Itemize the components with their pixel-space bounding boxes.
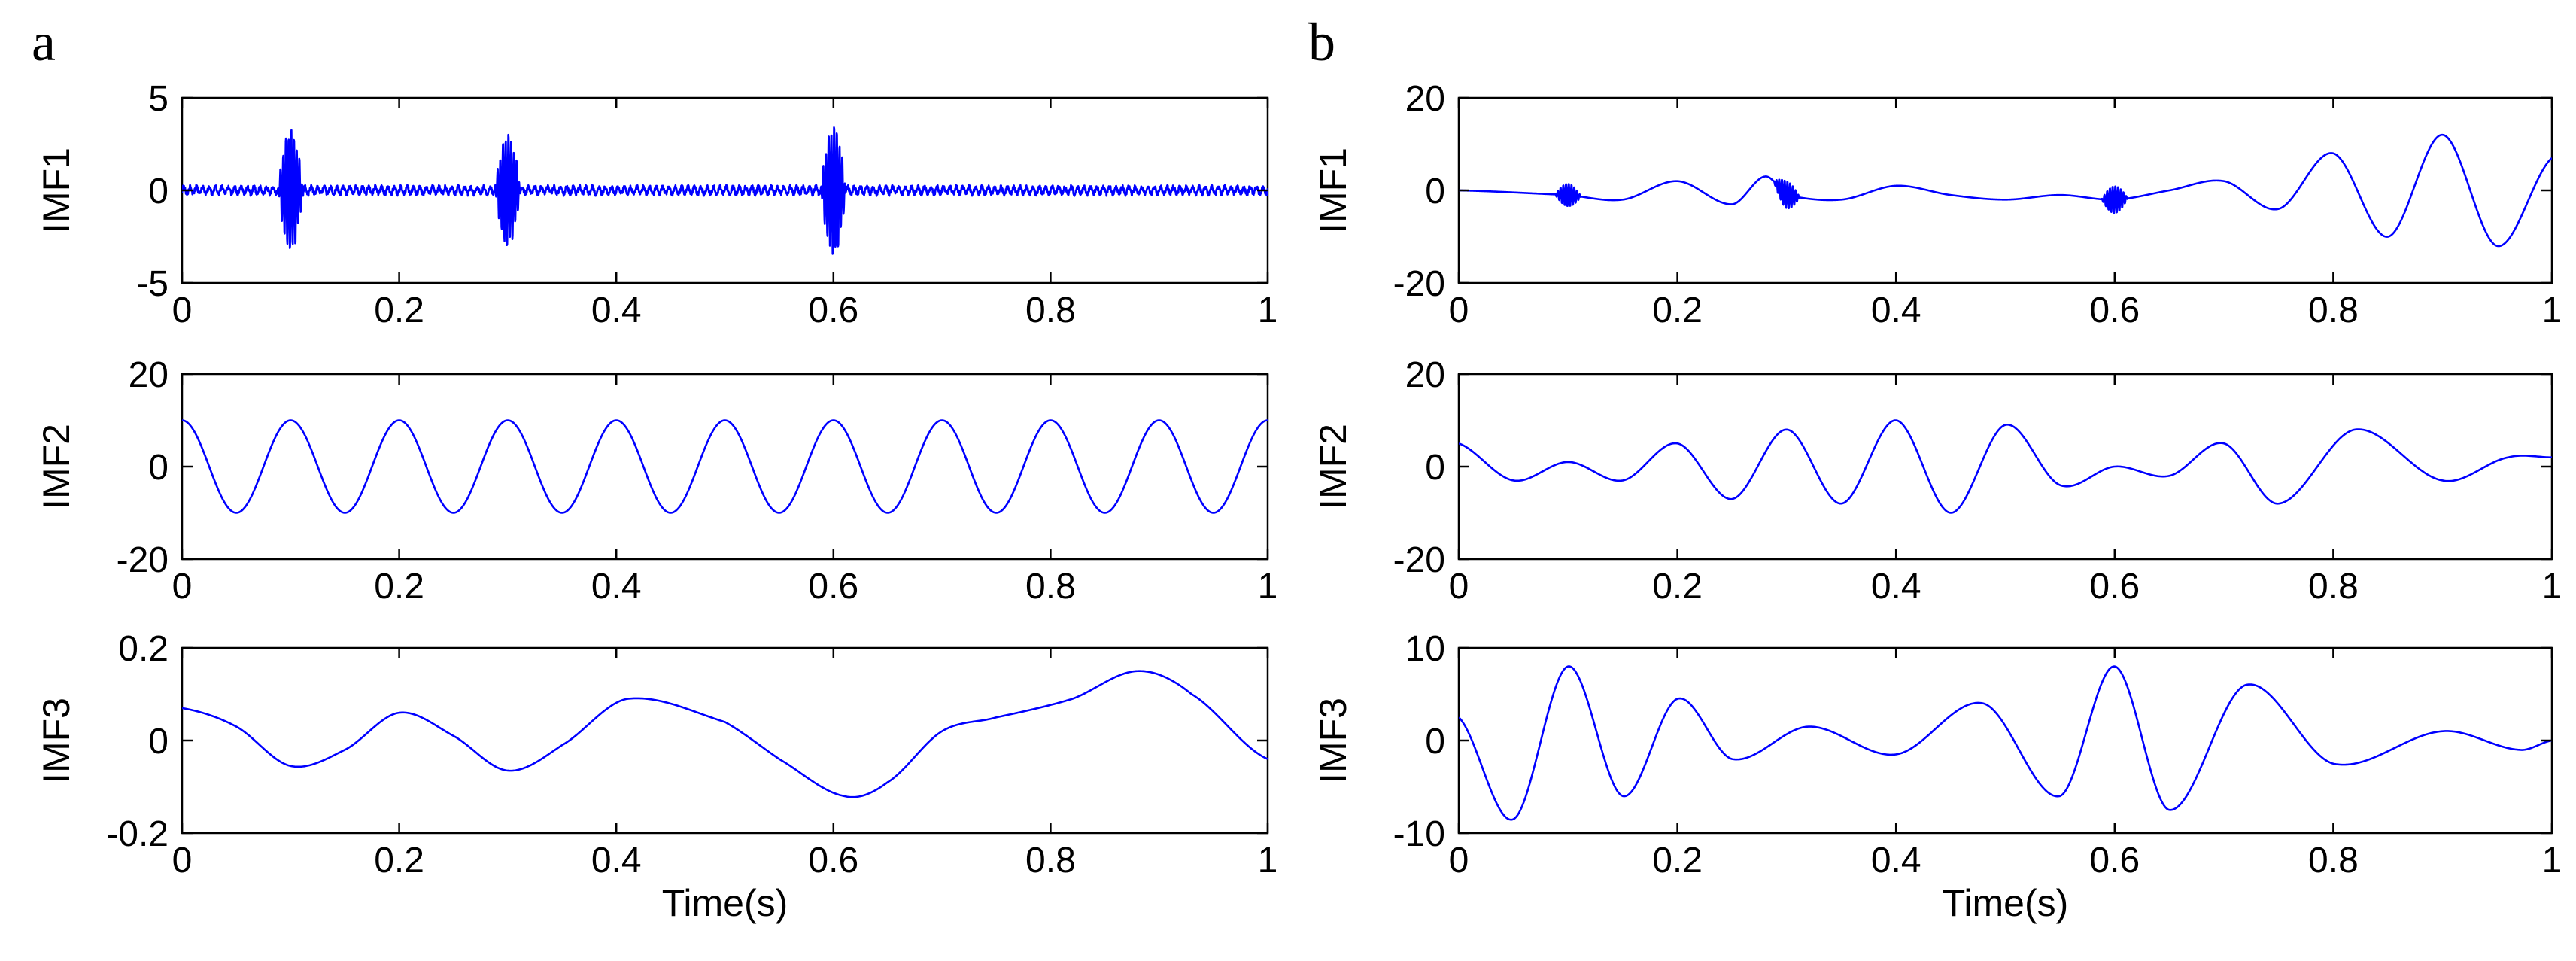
- plot-frame: [1457, 96, 2553, 284]
- x-tick-label: 0.6: [2089, 841, 2140, 880]
- y-tick-label: -20: [1393, 540, 1445, 580]
- y-tick-label: 10: [1405, 629, 1445, 669]
- x-tick-label: 0.4: [591, 567, 642, 607]
- plot-frame: [1457, 646, 2553, 835]
- x-tick-label: 1: [2542, 841, 2562, 880]
- y-tick-label: 0: [1425, 722, 1445, 762]
- x-tick-label: 0.4: [1871, 290, 1921, 330]
- x-tick-label: 0.2: [1652, 567, 1703, 607]
- x-tick-label: 0.2: [1652, 290, 1703, 330]
- x-tick-label: 0.4: [1871, 841, 1921, 880]
- x-tick-label: 0.2: [374, 290, 424, 330]
- x-axis-label: Time(s): [662, 882, 788, 924]
- series-line-imf3: [1459, 665, 2552, 821]
- x-tick-label: 0.6: [2089, 290, 2140, 330]
- series-line-imf2: [182, 419, 1268, 514]
- x-tick-label: 0.8: [2308, 290, 2359, 330]
- x-tick-label: 0: [1449, 290, 1469, 330]
- plot-frame: [1457, 373, 2553, 561]
- x-tick-label: 0: [172, 841, 193, 880]
- y-tick-label: -0.2: [106, 814, 169, 854]
- y-axis-label: IMF1: [1312, 147, 1354, 233]
- y-tick-label: 0: [148, 172, 169, 211]
- y-tick-label: -10: [1393, 814, 1445, 854]
- y-tick-label: 0: [148, 448, 169, 488]
- x-tick-label: 0.6: [2089, 567, 2140, 607]
- x-tick-label: 0.4: [591, 841, 642, 880]
- x-tick-label: 0.4: [1871, 567, 1921, 607]
- x-tick-label: 1: [2542, 290, 2562, 330]
- x-tick-label: 0.2: [374, 841, 424, 880]
- y-axis-label: IMF3: [35, 698, 77, 783]
- x-tick-label: 0.2: [374, 567, 424, 607]
- y-tick-label: 5: [148, 79, 169, 119]
- y-tick-label: 0: [148, 722, 169, 762]
- y-tick-label: 0.2: [118, 629, 169, 669]
- x-tick-label: 0.8: [1025, 567, 1076, 607]
- x-tick-label: 0.8: [2308, 841, 2359, 880]
- x-tick-label: 1: [1258, 841, 1278, 880]
- x-axis-label: Time(s): [1943, 882, 2069, 924]
- y-tick-label: 20: [1405, 79, 1445, 119]
- series-line-imf1: [1459, 133, 2552, 248]
- y-tick-label: 20: [1405, 355, 1445, 395]
- y-tick-label: -20: [1393, 264, 1445, 304]
- x-tick-label: 0: [1449, 841, 1469, 880]
- x-tick-label: 0: [172, 567, 193, 607]
- y-tick-label: 20: [129, 355, 169, 395]
- x-tick-label: 0: [1449, 567, 1469, 607]
- y-tick-label: -20: [117, 540, 169, 580]
- y-axis-label: IMF3: [1312, 698, 1354, 783]
- panel-label-a: a: [32, 12, 56, 72]
- series-line-imf1: [182, 126, 1268, 255]
- panel-label-b: b: [1308, 12, 1335, 72]
- series-line-imf3: [182, 670, 1268, 798]
- x-tick-label: 0.8: [1025, 841, 1076, 880]
- x-tick-label: 0.8: [2308, 567, 2359, 607]
- y-tick-label: -5: [136, 264, 169, 304]
- x-tick-label: 1: [2542, 567, 2562, 607]
- series-line-imf2: [1459, 419, 2552, 514]
- x-tick-label: 0.2: [1652, 841, 1703, 880]
- x-tick-label: 0.6: [808, 290, 858, 330]
- x-tick-label: 0.8: [1025, 290, 1076, 330]
- y-axis-label: IMF1: [35, 147, 77, 233]
- x-tick-label: 0: [172, 290, 193, 330]
- x-tick-label: 0.4: [591, 290, 642, 330]
- x-tick-label: 1: [1258, 290, 1278, 330]
- y-tick-label: 0: [1425, 448, 1445, 488]
- y-tick-label: 0: [1425, 172, 1445, 211]
- x-tick-label: 1: [1258, 567, 1278, 607]
- y-axis-label: IMF2: [1312, 424, 1354, 509]
- plot-frame: [181, 373, 1269, 561]
- plot-frame: [181, 646, 1269, 835]
- y-axis-label: IMF2: [35, 424, 77, 509]
- x-tick-label: 0.6: [808, 567, 858, 607]
- x-tick-label: 0.6: [808, 841, 858, 880]
